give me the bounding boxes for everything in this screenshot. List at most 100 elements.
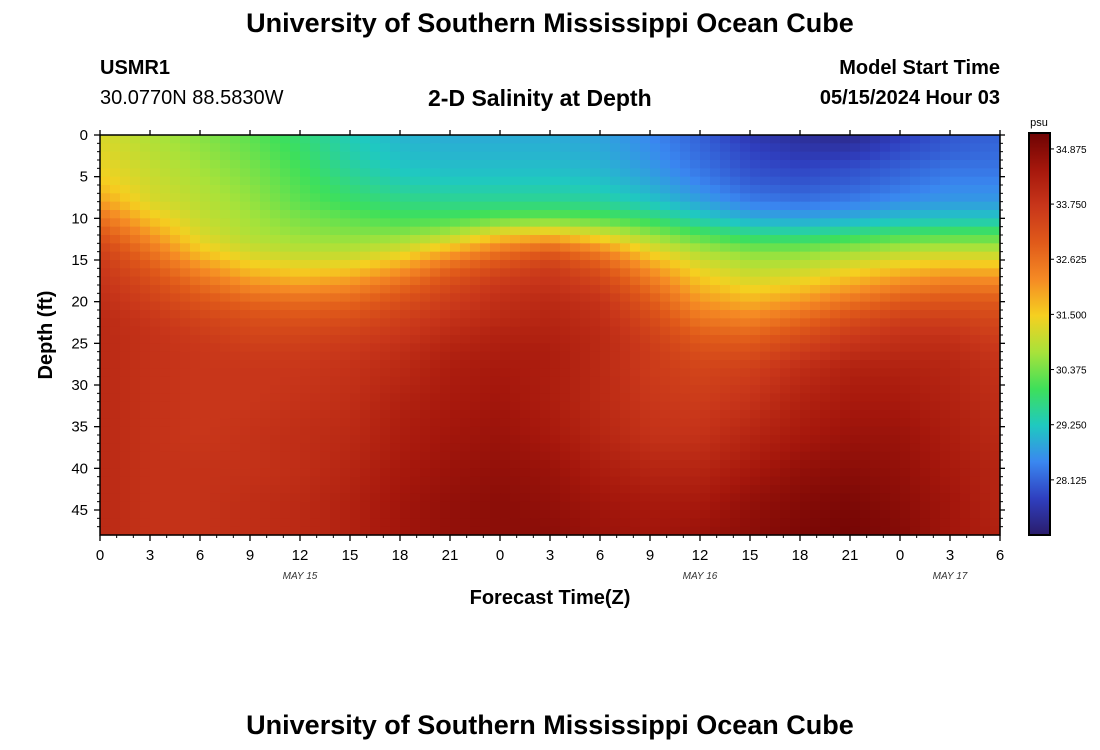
heatmap-cell	[430, 526, 441, 536]
heatmap-cell	[570, 268, 581, 278]
heatmap-cell	[240, 468, 251, 478]
heatmap-cell	[880, 310, 891, 319]
heatmap-cell	[280, 376, 291, 386]
heatmap-cell	[560, 326, 571, 336]
heatmap-cell	[680, 468, 691, 478]
heatmap-cell	[600, 201, 611, 211]
heatmap-cell	[400, 526, 411, 536]
heatmap-cell	[770, 143, 781, 153]
heatmap-cell	[260, 426, 271, 436]
heatmap-cell	[910, 251, 921, 261]
heatmap-cell	[600, 135, 611, 144]
heatmap-cell	[120, 460, 131, 469]
heatmap-cell	[700, 351, 711, 361]
heatmap-cell	[920, 301, 931, 311]
heatmap-cell	[810, 151, 821, 161]
y-tick-label: 10	[71, 210, 88, 227]
colorbar-unit: psu	[1030, 117, 1048, 129]
heatmap-cell	[370, 418, 381, 428]
heatmap-cell	[200, 468, 211, 478]
heatmap-cell	[140, 176, 151, 186]
heatmap-cell	[290, 526, 301, 536]
heatmap-cell	[810, 235, 821, 244]
heatmap-cell	[460, 360, 471, 369]
heatmap-cell	[350, 526, 361, 536]
heatmap-cell	[780, 218, 791, 228]
heatmap-cell	[620, 518, 631, 528]
heatmap-cell	[180, 451, 191, 461]
heatmap-cell	[690, 410, 701, 419]
heatmap-cell	[970, 201, 981, 211]
heatmap-cell	[720, 510, 731, 519]
heatmap-cell	[950, 243, 961, 253]
heatmap-cell	[240, 251, 251, 261]
heatmap-cell	[350, 160, 361, 169]
heatmap-cell	[920, 410, 931, 419]
heatmap-cell	[970, 335, 981, 344]
heatmap-cell	[360, 360, 371, 369]
heatmap-cell	[500, 360, 511, 369]
heatmap-cell	[490, 526, 501, 536]
heatmap-cell	[770, 235, 781, 244]
heatmap-cell	[180, 510, 191, 519]
heatmap-cell	[780, 276, 791, 286]
heatmap-cell	[190, 526, 201, 536]
heatmap-cell	[400, 376, 411, 386]
heatmap-cell	[820, 251, 831, 261]
heatmap-cell	[860, 526, 871, 536]
heatmap-cell	[240, 218, 251, 228]
heatmap-cell	[620, 468, 631, 478]
heatmap-cell	[630, 285, 641, 294]
heatmap-cell	[560, 251, 571, 261]
heatmap-cell	[910, 185, 921, 194]
heatmap-cell	[380, 201, 391, 211]
heatmap-cell	[870, 226, 881, 236]
heatmap-cell	[930, 310, 941, 319]
heatmap-cell	[260, 293, 271, 303]
heatmap-cell	[160, 510, 171, 519]
heatmap-cell	[350, 251, 361, 261]
heatmap-cell	[880, 343, 891, 353]
heatmap-cell	[380, 376, 391, 386]
heatmap-cell	[820, 335, 831, 344]
heatmap-cell	[810, 176, 821, 186]
heatmap-cell	[240, 476, 251, 486]
heatmap-cell	[280, 485, 291, 494]
heatmap-cell	[730, 410, 741, 419]
heatmap-cell	[740, 268, 751, 278]
heatmap-cell	[500, 485, 511, 494]
heatmap-cell	[990, 460, 1001, 469]
heatmap-cell	[620, 151, 631, 161]
heatmap-cell	[500, 385, 511, 394]
heatmap-cell	[100, 451, 111, 461]
heatmap-cell	[200, 210, 211, 219]
heatmap-cell	[960, 135, 971, 144]
heatmap-cell	[730, 193, 741, 203]
heatmap-cell	[970, 393, 981, 403]
heatmap-cell	[770, 301, 781, 311]
heatmap-cell	[510, 160, 521, 169]
heatmap-cell	[180, 360, 191, 369]
heatmap-cell	[430, 260, 441, 269]
heatmap-cell	[340, 210, 351, 219]
heatmap-cell	[700, 485, 711, 494]
heatmap-cell	[260, 210, 271, 219]
heatmap-cell	[960, 501, 971, 511]
heatmap-cell	[170, 151, 181, 161]
heatmap-cell	[450, 201, 461, 211]
heatmap-cell	[140, 493, 151, 503]
heatmap-cell	[140, 251, 151, 261]
heatmap-cell	[170, 526, 181, 536]
heatmap-cell	[860, 418, 871, 428]
station-coordinates: 30.0770N 88.5830W	[100, 87, 284, 109]
heatmap-cell	[400, 368, 411, 378]
heatmap-cell	[610, 485, 621, 494]
heatmap-cell	[460, 501, 471, 511]
heatmap-cell	[200, 368, 211, 378]
heatmap-cell	[320, 476, 331, 486]
heatmap-cell	[520, 460, 531, 469]
heatmap-cell	[250, 160, 261, 169]
heatmap-cell	[270, 351, 281, 361]
heatmap-cell	[490, 426, 501, 436]
heatmap-cell	[740, 343, 751, 353]
